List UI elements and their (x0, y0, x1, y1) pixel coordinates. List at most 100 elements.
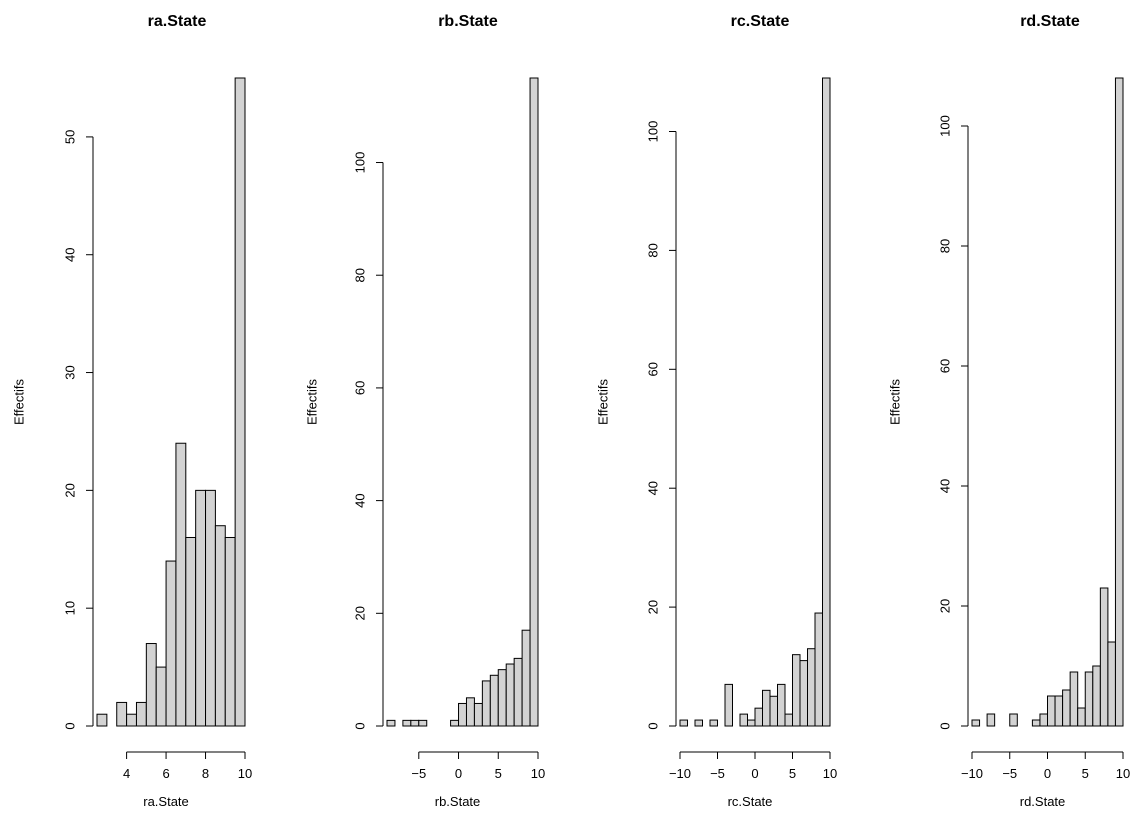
bar (458, 702, 467, 727)
x-tick-label: 4 (123, 766, 130, 781)
x-tick-label: 10 (238, 766, 252, 781)
bar (96, 713, 108, 727)
bar (1107, 641, 1116, 727)
x-tick-label: −5 (710, 766, 725, 781)
y-tick-label: 40 (62, 247, 77, 261)
bar (971, 719, 981, 727)
y-tick-label: 80 (352, 268, 367, 282)
x-tick-label: 0 (1044, 766, 1051, 781)
y-tick-label: 30 (62, 365, 77, 379)
bar (1062, 689, 1071, 727)
bar (214, 525, 226, 727)
y-axis-label: Effectifs (11, 379, 26, 426)
bar (694, 719, 703, 727)
x-axis-label: rc.State (728, 794, 773, 809)
bar (234, 77, 246, 727)
panel-rd-State: 0 20 40 60 80 100 −10 −5 0 5 10 rd.State rd.State Eff… (887, 13, 1130, 809)
x-tick-label: 0 (455, 766, 462, 781)
y-tick-label: 50 (62, 130, 77, 144)
bar (165, 560, 177, 727)
panel-rb-State: 0 20 40 60 80 100 −5 0 5 10 rb.State rb.State Effect… (304, 13, 545, 809)
bar (386, 719, 396, 727)
panel-ra-State: 0 10 20 30 40 50 4 6 8 10 ra.State ra.State Effectif… (11, 13, 252, 809)
y-tick-label: 60 (645, 362, 660, 376)
bar (116, 701, 128, 727)
bar (1009, 713, 1018, 727)
bar (489, 674, 499, 727)
y-tick-label: 100 (352, 152, 367, 174)
bar (747, 719, 756, 727)
bar (155, 666, 167, 727)
y-tick-label: 0 (62, 722, 77, 729)
bar (792, 654, 801, 727)
chart-title: rc.State (731, 13, 790, 30)
bar (505, 663, 515, 727)
bar (402, 719, 412, 727)
y-tick-label: 0 (645, 722, 660, 729)
bar (513, 657, 523, 727)
bar (497, 669, 507, 727)
y-tick-label: 40 (937, 479, 952, 493)
bar (1039, 713, 1048, 727)
y-tick-label: 20 (352, 606, 367, 620)
bar (1031, 719, 1041, 727)
bar (1054, 695, 1064, 727)
bar (529, 77, 539, 727)
bar (1084, 671, 1094, 727)
x-tick-label: 5 (1082, 766, 1089, 781)
bar (195, 489, 207, 727)
x-tick-label: −5 (411, 766, 426, 781)
bar (175, 442, 187, 727)
x-tick-label: 8 (202, 766, 209, 781)
y-tick-label: 20 (645, 600, 660, 614)
bar (521, 629, 531, 727)
x-tick-label: 5 (495, 766, 502, 781)
y-tick-label: 100 (645, 121, 660, 143)
y-tick-label: 80 (937, 239, 952, 253)
bar (126, 713, 137, 727)
y-axis-label: Effectifs (595, 379, 610, 426)
bar (762, 689, 771, 727)
bar (1047, 695, 1056, 727)
y-tick-label: 0 (352, 722, 367, 729)
bar (799, 660, 808, 727)
x-tick-label: 6 (162, 766, 169, 781)
y-tick-label: 10 (62, 601, 77, 615)
y-tick-label: 20 (937, 599, 952, 613)
x-axis-label: ra.State (143, 794, 189, 809)
bar (1092, 665, 1101, 727)
y-tick-label: 20 (62, 483, 77, 497)
bar (473, 702, 483, 727)
bar (145, 643, 157, 727)
bar (769, 695, 778, 727)
bar (777, 683, 786, 727)
bar (185, 536, 197, 727)
y-tick-label: 60 (352, 381, 367, 395)
y-tick-label: 60 (937, 359, 952, 373)
bar (784, 713, 793, 727)
x-tick-label: 10 (531, 766, 545, 781)
bar (724, 683, 733, 727)
y-tick-label: 40 (645, 481, 660, 495)
y-axis-label: Effectifs (304, 379, 319, 426)
x-tick-label: −10 (669, 766, 691, 781)
bar (450, 719, 460, 727)
y-axis-label: Effectifs (887, 379, 902, 426)
bar (739, 713, 748, 727)
bar (679, 719, 688, 727)
x-tick-label: −5 (1002, 766, 1017, 781)
x-tick-label: −10 (961, 766, 983, 781)
bar (418, 719, 428, 727)
bar (814, 612, 823, 727)
y-tick-label: 0 (937, 722, 952, 729)
y-tick-label: 100 (937, 115, 952, 137)
bar (135, 701, 147, 727)
bar (754, 707, 763, 727)
bar (1114, 77, 1124, 727)
bar (410, 719, 420, 727)
bar (986, 713, 996, 727)
chart-title: rb.State (438, 13, 498, 30)
chart-title: rd.State (1020, 13, 1080, 30)
x-axis-label: rb.State (435, 794, 481, 809)
chart-title: ra.State (148, 13, 207, 30)
